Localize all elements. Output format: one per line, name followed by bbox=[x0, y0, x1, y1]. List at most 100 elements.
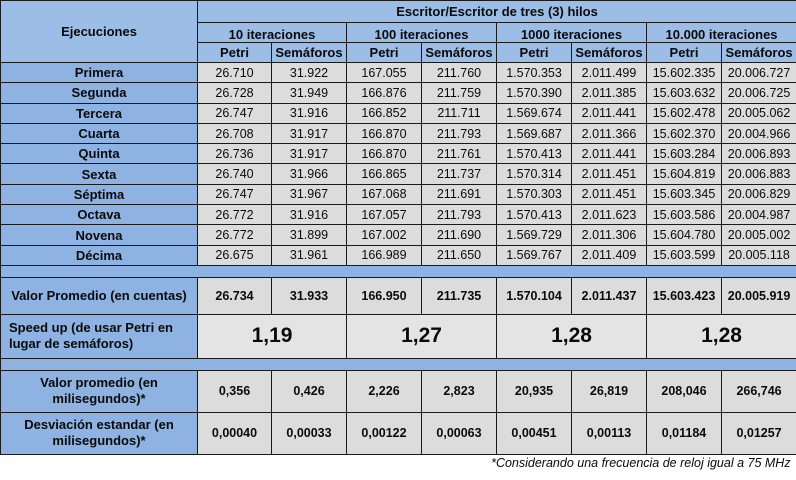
average-value: 166.950 bbox=[346, 276, 422, 315]
sub-header-semaforos: Semáforos bbox=[571, 42, 647, 63]
value-cell: 31.949 bbox=[271, 82, 347, 104]
std-ms-value: 0,00063 bbox=[421, 411, 497, 455]
value-cell: 167.057 bbox=[346, 204, 422, 226]
std-ms-row: Desviación estandar (en milisegundos)* 0,… bbox=[0, 411, 796, 455]
average-value: 20.005.919 bbox=[720, 276, 796, 315]
row-label: Primera bbox=[0, 61, 198, 84]
average-value: 1.570.104 bbox=[496, 276, 572, 315]
average-value: 31.933 bbox=[271, 276, 347, 315]
table-row: Novena 26.772 31.899 167.002 211.690 1.569.72… bbox=[0, 224, 796, 246]
speedup-value: 1,27 bbox=[346, 313, 497, 359]
header-main: Escritor/Escritor de tres (3) hilos bbox=[196, 0, 796, 23]
value-cell: 15.603.632 bbox=[646, 82, 722, 104]
value-cell: 211.793 bbox=[421, 122, 497, 145]
separator-cell bbox=[0, 357, 796, 371]
value-cell: 167.055 bbox=[346, 61, 422, 84]
value-cell: 26.710 bbox=[197, 61, 272, 84]
value-cell: 15.603.345 bbox=[646, 183, 722, 206]
value-cell: 2.011.451 bbox=[571, 163, 647, 185]
value-cell: 1.569.729 bbox=[496, 224, 572, 246]
value-cell: 1.570.353 bbox=[496, 61, 572, 84]
group-header-1000: 1000 iteraciones bbox=[496, 22, 647, 43]
value-cell: 211.793 bbox=[421, 204, 497, 226]
value-cell: 31.966 bbox=[271, 163, 347, 185]
average-row: Valor Promedio (en cuentas) 26.734 31.933 1… bbox=[0, 276, 796, 315]
table-row: Décima 26.675 31.961 166.989 211.650 1.569.76… bbox=[0, 244, 796, 266]
value-cell: 211.761 bbox=[421, 143, 497, 165]
value-cell: 26.772 bbox=[197, 224, 272, 246]
value-cell: 1.569.674 bbox=[496, 102, 572, 124]
table-row: Segunda 26.728 31.949 166.876 211.759 1.570.3… bbox=[0, 82, 796, 104]
row-label: Séptima bbox=[0, 183, 198, 206]
table-row: Sexta 26.740 31.966 166.865 211.737 1.570.314… bbox=[0, 163, 796, 185]
value-cell: 20.004.987 bbox=[720, 204, 796, 226]
speedup-value: 1,19 bbox=[197, 313, 347, 359]
avg-ms-row: Valor promedio (en milisegundos)* 0,356 0,… bbox=[0, 369, 796, 413]
value-cell: 20.005.118 bbox=[720, 244, 796, 266]
value-cell: 211.691 bbox=[421, 183, 497, 206]
value-cell: 15.603.599 bbox=[646, 244, 722, 266]
speedup-value: 1,28 bbox=[645, 313, 796, 359]
std-ms-value: 0,00122 bbox=[346, 411, 422, 455]
value-cell: 26.747 bbox=[197, 102, 272, 124]
value-cell: 211.759 bbox=[421, 82, 497, 104]
value-cell: 211.650 bbox=[421, 244, 497, 266]
average-value: 15.603.423 bbox=[646, 276, 722, 315]
value-cell: 31.917 bbox=[271, 143, 347, 165]
value-cell: 2.011.441 bbox=[571, 143, 647, 165]
avg-ms-value: 0,356 bbox=[197, 369, 272, 413]
value-cell: 211.690 bbox=[421, 224, 497, 246]
value-cell: 20.004.966 bbox=[720, 122, 796, 145]
average-value: 26.734 bbox=[197, 276, 272, 315]
sub-header-petri: Petri bbox=[197, 42, 272, 63]
value-cell: 26.747 bbox=[197, 183, 272, 206]
average-value: 2.011.437 bbox=[571, 276, 647, 315]
value-cell: 1.570.314 bbox=[496, 163, 572, 185]
value-cell: 20.006.893 bbox=[720, 143, 796, 165]
value-cell: 211.737 bbox=[421, 163, 497, 185]
table-row: Octava 26.772 31.916 167.057 211.793 1.570.41… bbox=[0, 204, 796, 226]
table-row: Tercera 26.747 31.916 166.852 211.711 1.569.6… bbox=[0, 102, 796, 124]
value-cell: 2.011.441 bbox=[571, 102, 647, 124]
value-cell: 31.916 bbox=[271, 102, 347, 124]
value-cell: 2.011.623 bbox=[571, 204, 647, 226]
avg-ms-value: 2,226 bbox=[346, 369, 422, 413]
value-cell: 31.961 bbox=[271, 244, 347, 266]
header-ejecuciones: Ejecuciones bbox=[0, 0, 198, 63]
separator-row bbox=[0, 357, 796, 371]
row-label: Quinta bbox=[0, 143, 198, 165]
value-cell: 26.708 bbox=[197, 122, 272, 145]
value-cell: 20.006.883 bbox=[720, 163, 796, 185]
value-cell: 166.876 bbox=[346, 82, 422, 104]
value-cell: 2.011.366 bbox=[571, 122, 647, 145]
value-cell: 26.772 bbox=[197, 204, 272, 226]
value-cell: 31.922 bbox=[271, 61, 347, 84]
value-cell: 166.989 bbox=[346, 244, 422, 266]
value-cell: 20.005.002 bbox=[720, 224, 796, 246]
row-label: Cuarta bbox=[0, 122, 198, 145]
sub-header-petri: Petri bbox=[496, 42, 572, 63]
std-ms-value: 0,01257 bbox=[720, 411, 796, 455]
average-label: Valor Promedio (en cuentas) bbox=[0, 276, 198, 315]
table-row: Séptima 26.747 31.967 167.068 211.691 1.570.3… bbox=[0, 183, 796, 206]
table-row: Primera 26.710 31.922 167.055 211.760 1.570.3… bbox=[0, 61, 796, 84]
value-cell: 1.570.303 bbox=[496, 183, 572, 206]
value-cell: 211.711 bbox=[421, 102, 497, 124]
value-cell: 31.899 bbox=[271, 224, 347, 246]
sub-header-petri: Petri bbox=[646, 42, 722, 63]
speedup-row: Speed up (de usar Petri en lugar de semá… bbox=[0, 313, 796, 359]
row-label: Octava bbox=[0, 204, 198, 226]
value-cell: 166.870 bbox=[346, 143, 422, 165]
row-label: Décima bbox=[0, 244, 198, 266]
row-label: Sexta bbox=[0, 163, 198, 185]
footnote: *Considerando una frecuencia de reloj ig… bbox=[0, 453, 796, 472]
speedup-value: 1,28 bbox=[496, 313, 647, 359]
std-ms-value: 0,01184 bbox=[646, 411, 722, 455]
row-label: Segunda bbox=[0, 82, 198, 104]
avg-ms-value: 26,819 bbox=[571, 369, 647, 413]
value-cell: 1.569.687 bbox=[496, 122, 572, 145]
value-cell: 2.011.409 bbox=[571, 244, 647, 266]
value-cell: 167.068 bbox=[346, 183, 422, 206]
std-ms-value: 0,00033 bbox=[271, 411, 347, 455]
sub-header-petri: Petri bbox=[346, 42, 422, 63]
